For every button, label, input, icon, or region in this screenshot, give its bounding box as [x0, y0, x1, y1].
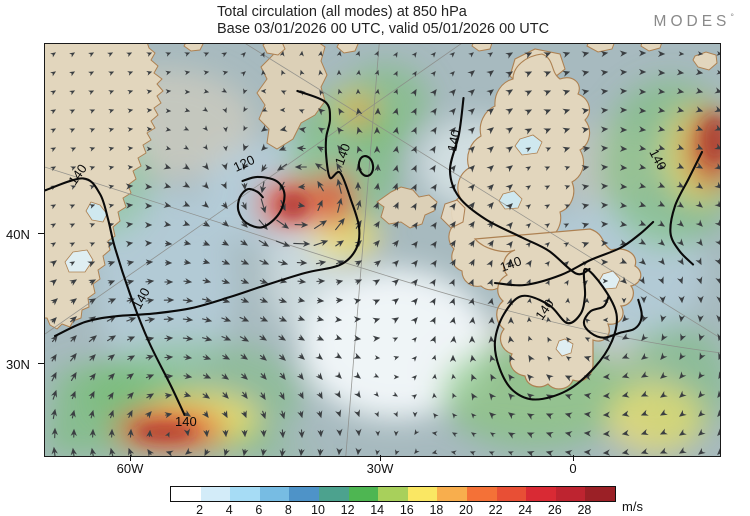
svg-text:140: 140 — [175, 414, 197, 429]
